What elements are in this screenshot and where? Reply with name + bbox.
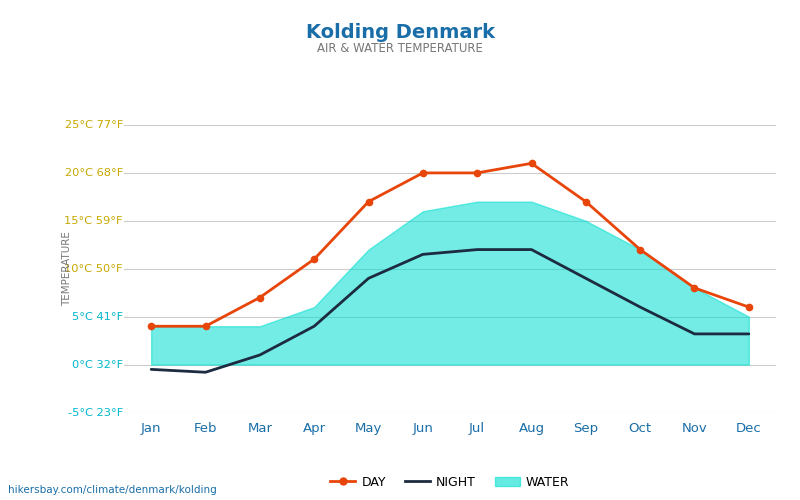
Legend: DAY, NIGHT, WATER: DAY, NIGHT, WATER [326, 470, 574, 494]
Text: 0°C 32°F: 0°C 32°F [72, 360, 123, 370]
Text: 25°C 77°F: 25°C 77°F [65, 120, 123, 130]
Text: -5°C 23°F: -5°C 23°F [68, 408, 123, 418]
Text: 20°C 68°F: 20°C 68°F [65, 168, 123, 178]
Text: TEMPERATURE: TEMPERATURE [62, 232, 72, 306]
Text: 10°C 50°F: 10°C 50°F [65, 264, 123, 274]
Text: hikersbay.com/climate/denmark/kolding: hikersbay.com/climate/denmark/kolding [8, 485, 217, 495]
Text: 15°C 59°F: 15°C 59°F [65, 216, 123, 226]
Text: Kolding Denmark: Kolding Denmark [306, 22, 494, 42]
Text: 5°C 41°F: 5°C 41°F [72, 312, 123, 322]
Text: AIR & WATER TEMPERATURE: AIR & WATER TEMPERATURE [317, 42, 483, 56]
